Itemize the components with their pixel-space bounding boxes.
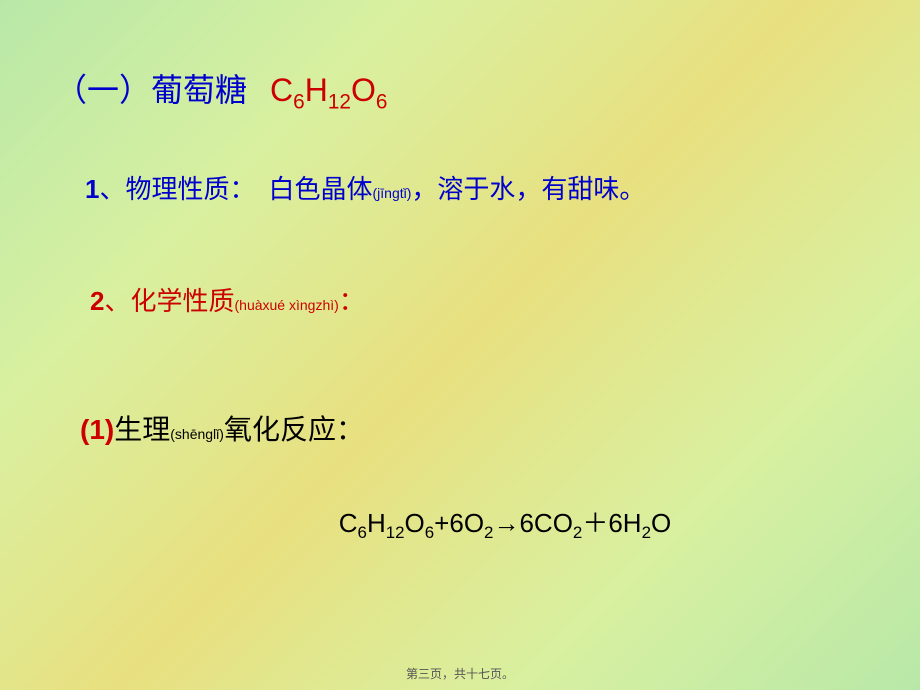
item1-number: 1	[85, 174, 99, 204]
subitem-oxidation: (1)生理(shēnglǐ)氧化反应：	[80, 408, 865, 448]
item1-pinyin: (jīngtǐ)	[373, 185, 412, 201]
item1-sep: 、	[99, 175, 125, 204]
item1-label: 物理性质：	[125, 175, 255, 204]
section-title: （一）葡萄糖 C6H12O6	[55, 65, 865, 114]
item2-pinyin: (huàxué xìngzhì)	[235, 297, 339, 313]
item-chemical-properties: 2、化学性质(huàxué xìngzhì)：	[90, 281, 865, 318]
subitem-text-suffix: 氧化反应：	[224, 415, 364, 446]
subitem-text-prefix: 生理	[114, 415, 170, 446]
title-formula: C6H12O6	[270, 72, 387, 108]
item1-desc-prefix: 白色晶体	[269, 175, 373, 204]
subitem-number: (1)	[80, 414, 114, 445]
slide-container: （一）葡萄糖 C6H12O6 1、物理性质： 白色晶体(jīngtǐ)，溶于水，…	[0, 0, 920, 690]
section-number: （一）	[55, 72, 151, 108]
subitem-pinyin: (shēnglǐ)	[170, 426, 224, 442]
item2-sep: 、	[104, 287, 130, 316]
section-name: 葡萄糖	[151, 72, 247, 108]
item2-label: 化学性质	[130, 287, 234, 316]
item1-desc-suffix: ，溶于水，有甜味。	[411, 175, 645, 204]
item2-suffix: ：	[339, 287, 365, 316]
item2-number: 2	[90, 286, 104, 316]
chemical-equation: C6H12O6+6O2→6CO2＋6H2O	[145, 503, 865, 543]
page-footer: 第三页，共十七页。	[0, 665, 920, 682]
item-physical-properties: 1、物理性质： 白色晶体(jīngtǐ)，溶于水，有甜味。	[85, 169, 865, 206]
